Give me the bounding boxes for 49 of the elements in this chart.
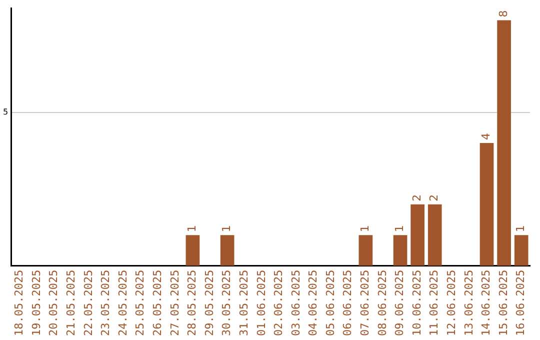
x-tick-label: 13.06.2025 <box>462 270 476 336</box>
x-tick-label: 19.05.2025 <box>30 270 43 336</box>
data-label: 1 <box>220 225 234 232</box>
x-tick-label: 06.06.2025 <box>341 270 354 336</box>
x-tick-label: 23.05.2025 <box>99 270 112 336</box>
x-tick-label: 10.06.2025 <box>410 270 424 336</box>
x-tick-label: 20.05.2025 <box>47 270 60 336</box>
x-tick-label: 04.06.2025 <box>306 270 320 336</box>
x-tick-label: 18.05.2025 <box>12 270 26 336</box>
x-tick-label: 09.06.2025 <box>393 270 406 336</box>
x-tick-label: 26.05.2025 <box>150 270 164 336</box>
bar <box>220 235 234 266</box>
y-tick-label: 5 <box>2 107 8 116</box>
x-tick-label: 08.06.2025 <box>376 270 389 336</box>
x-tick-label: 22.05.2025 <box>82 270 95 336</box>
bar <box>393 235 408 266</box>
data-label: 1 <box>393 225 406 232</box>
x-tick-label: 15.06.2025 <box>496 270 510 336</box>
x-tick-label: 05.06.2025 <box>324 270 337 336</box>
data-label: 4 <box>480 133 493 140</box>
x-tick-label: 02.06.2025 <box>272 270 286 336</box>
bar <box>358 235 373 266</box>
x-tick-label: 16.06.2025 <box>514 270 528 336</box>
bar <box>428 204 442 266</box>
bar <box>410 204 424 266</box>
data-label: 1 <box>514 225 528 232</box>
x-tick-label: 31.05.2025 <box>237 270 250 336</box>
data-label: 8 <box>496 10 510 18</box>
x-tick-label: 21.05.2025 <box>64 270 78 336</box>
x-tick-label: 30.05.2025 <box>220 270 234 336</box>
data-label: 1 <box>358 225 372 232</box>
bar <box>497 20 511 266</box>
bar <box>186 235 200 266</box>
bar <box>480 143 494 266</box>
x-tick-label: 12.06.2025 <box>445 270 458 336</box>
data-label: 2 <box>410 194 424 202</box>
x-tick-label: 07.06.2025 <box>358 270 372 336</box>
x-tick-label: 27.05.2025 <box>168 270 182 336</box>
x-tick-label: 29.05.2025 <box>202 270 216 336</box>
x-tick-label: 11.06.2025 <box>428 270 441 336</box>
x-tick-label: 14.06.2025 <box>480 270 493 336</box>
x-tick-label: 03.06.2025 <box>289 270 302 336</box>
x-tick-label: 01.06.2025 <box>254 270 268 336</box>
x-tick-label: 24.05.2025 <box>116 270 130 336</box>
bar <box>514 235 528 266</box>
x-tick-label: 25.05.2025 <box>134 270 147 336</box>
data-label: 2 <box>428 194 441 202</box>
data-label: 1 <box>186 225 199 232</box>
x-tick-label: 28.05.2025 <box>186 270 199 336</box>
